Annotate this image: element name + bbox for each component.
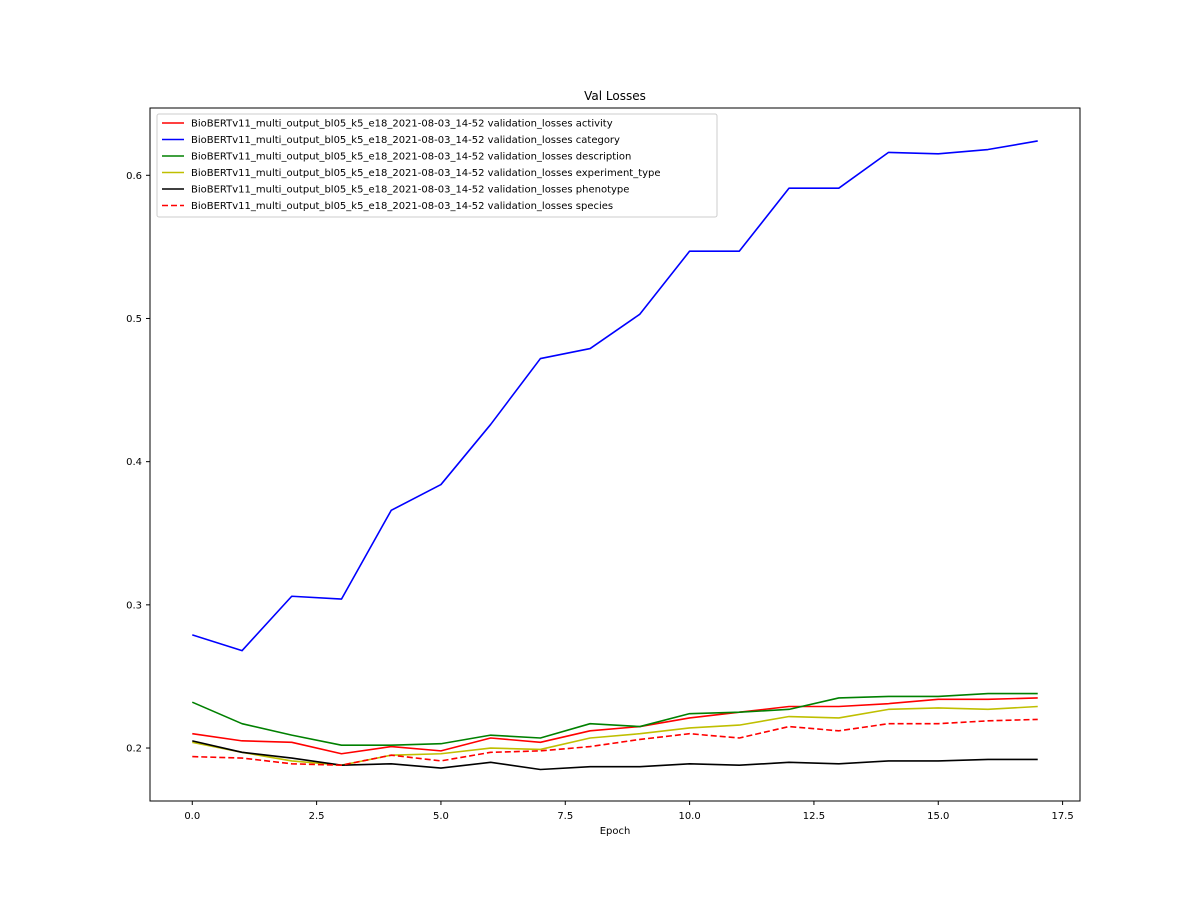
legend-box (156, 113, 718, 218)
legend-label-2: BioBERTv11_multi_output_bl05_k5_e18_2021… (191, 152, 631, 163)
x-axis: 0.0 2.5 5.0 7.5 10.0 12.5 15.0 17.5 (184, 801, 1074, 822)
chart-title: Val Losses (584, 89, 646, 103)
legend-label-0: BioBERTv11_multi_output_bl05_k5_e18_2021… (191, 119, 613, 130)
y-tick-label: 0.4 (126, 457, 142, 468)
legend-label-3: BioBERTv11_multi_output_bl05_k5_e18_2021… (191, 168, 661, 179)
legend: BioBERTv11_multi_output_bl05_k5_e18_2021… (156, 113, 718, 218)
series-line-5 (192, 718, 1038, 767)
legend-label-4: BioBERTv11_multi_output_bl05_k5_e18_2021… (191, 185, 629, 196)
series-line-3 (192, 705, 1038, 767)
y-tick-label: 0.5 (126, 314, 142, 325)
y-tick-label: 0.2 (126, 744, 142, 755)
x-tick-label: 15.0 (927, 811, 949, 822)
plot-area (191, 140, 1038, 771)
series-line-2 (191, 692, 1038, 746)
legend-label-1: BioBERTv11_multi_output_bl05_k5_e18_2021… (191, 135, 620, 146)
x-tick-label: 2.5 (309, 811, 325, 822)
y-axis: 0.2 0.3 0.4 0.5 0.6 (126, 171, 150, 755)
y-tick-label: 0.3 (126, 600, 142, 611)
plot-frame (149, 107, 1081, 802)
x-tick-label: 0.0 (184, 811, 200, 822)
legend-label-5: BioBERTv11_multi_output_bl05_k5_e18_2021… (191, 201, 613, 212)
x-axis-label: Epoch (600, 826, 631, 837)
series-line-0 (192, 697, 1038, 755)
y-tick-label: 0.6 (126, 171, 142, 182)
x-tick-label: 10.0 (678, 811, 700, 822)
x-tick-label: 5.0 (433, 811, 449, 822)
x-tick-label: 17.5 (1051, 811, 1073, 822)
series-line-1 (192, 140, 1038, 652)
x-tick-label: 7.5 (557, 811, 573, 822)
series-line-4 (192, 740, 1038, 771)
x-tick-label: 12.5 (803, 811, 825, 822)
